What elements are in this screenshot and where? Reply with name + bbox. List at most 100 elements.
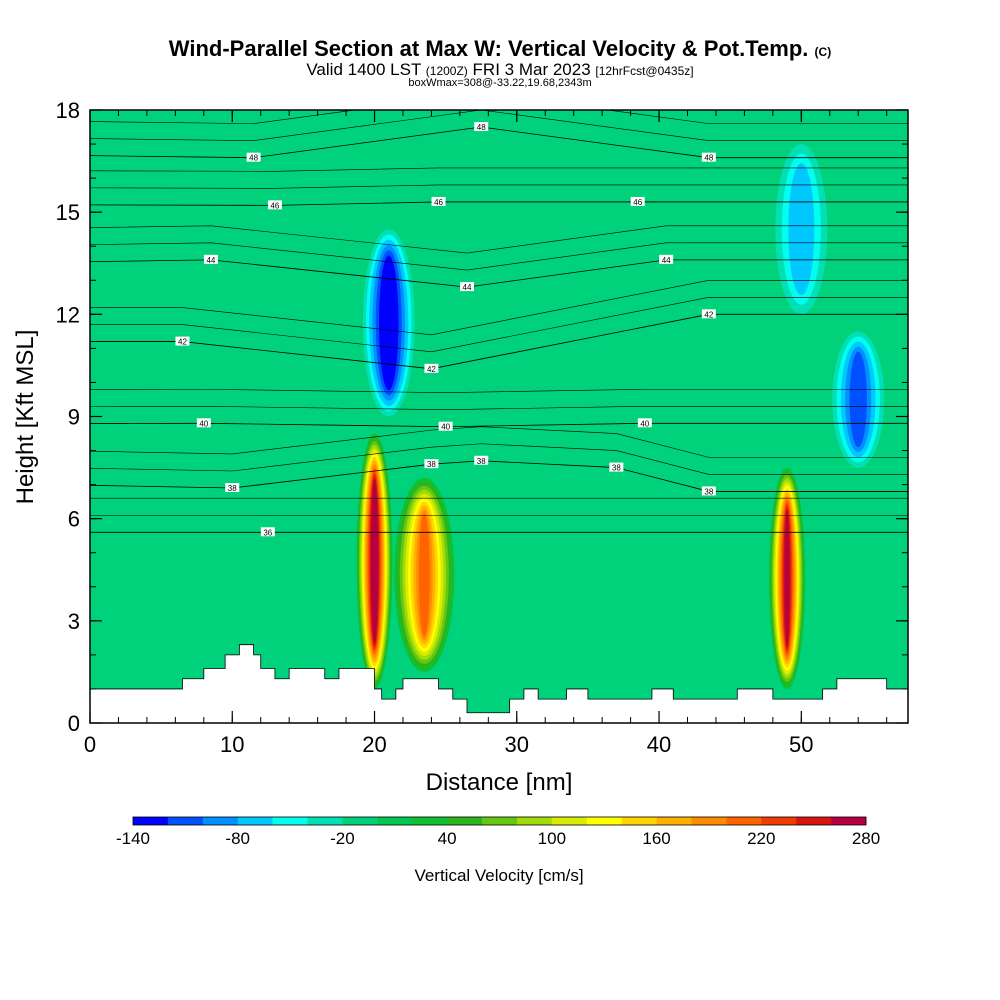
theta-contour-line (90, 225, 908, 254)
theta-contour-label-bg (260, 527, 275, 537)
y-tick-label: 15 (56, 200, 80, 225)
chart-title-text: Wind-Parallel Section at Max W: Vertical… (168, 36, 809, 61)
x-tick-label: 50 (789, 732, 813, 757)
colorbar-frame (132, 816, 867, 826)
theta-contour-label-bg (659, 254, 674, 264)
updraft-core (769, 467, 806, 689)
theta-contour-label-bg (701, 309, 716, 319)
theta-contour-label-bg (630, 196, 645, 206)
theta-contour-label-text: 44 (206, 256, 215, 265)
updraft-core (394, 477, 455, 672)
theta-contour-line (90, 388, 908, 393)
colorbar-swatch (133, 817, 169, 825)
colorbar-swatch (831, 817, 867, 825)
x-axis-label: Distance [nm] (426, 769, 573, 796)
theta-contour-label-bg (267, 200, 282, 210)
colorbar-tick-label: -140 (116, 829, 150, 848)
field-contour-band (849, 351, 867, 448)
theta-contour-label-bg (203, 254, 218, 264)
theta-contour-label-bg (424, 459, 439, 469)
theta-contour-label: 38 (424, 459, 439, 469)
theta-contour-label-bg (701, 152, 716, 162)
x-tick-label: 10 (220, 732, 244, 757)
theta-contour-label: 48 (474, 122, 489, 132)
theta-contour-label-bg (246, 152, 261, 162)
colorbar-swatch (237, 817, 273, 825)
colorbar-title: Vertical Velocity [cm/s] (414, 866, 583, 885)
colorbar-swatch (551, 817, 588, 825)
theta-contour-label-text: 40 (640, 419, 649, 428)
theta-contour-line (90, 167, 908, 172)
theta-contour-label: 40 (438, 421, 453, 432)
theta-contour-label-text: 36 (263, 528, 272, 537)
field-contour-band (418, 513, 430, 637)
theta-contour-label-text: 40 (441, 423, 450, 432)
x-tick-label: 20 (362, 732, 386, 757)
subtitle-date: FRI 3 Mar 2023 (472, 60, 591, 79)
y-tick-label: 9 (68, 405, 80, 430)
downdraft-core (832, 331, 885, 468)
plot-area: 36 38 38 38 38 38 40 40 40 42 42 42 44 44 44 46 46 46 48 48… (90, 110, 908, 723)
colorbar-tick-label: 220 (747, 829, 775, 848)
theta-contour-label: 48 (701, 152, 716, 163)
theta-contour-line (90, 279, 908, 336)
theta-contour-label-bg (474, 455, 489, 465)
theta-contour-label: 42 (424, 363, 439, 374)
theta-contour-label: 40 (196, 418, 211, 428)
y-tick-label: 3 (68, 609, 80, 634)
theta-contour-label: 36 (260, 527, 275, 537)
theta-contour-line (90, 184, 908, 189)
colorbar-swatch (516, 817, 553, 825)
field-contour-band (788, 163, 815, 296)
theta-contour-label-text: 46 (270, 201, 279, 210)
colorbar-swatch (377, 817, 413, 825)
chart-title: Wind-Parallel Section at Max W: Vertical… (0, 36, 1000, 62)
theta-contour-label-text: 46 (434, 198, 443, 207)
theta-contour-label-bg (701, 486, 716, 496)
y-tick-label: 12 (56, 302, 80, 327)
colorbar-swatch (272, 817, 308, 825)
theta-contour-line (90, 110, 908, 141)
theta-contour-label-text: 44 (662, 256, 671, 265)
colorbar-tick-label: 100 (538, 829, 566, 848)
theta-contour-label-bg (225, 483, 240, 493)
theta-contour-label-bg (438, 421, 453, 431)
colorbar-swatch (412, 817, 448, 825)
field-contour-band (784, 510, 790, 647)
subtitle-forecast: [12hrFcst@0435z] (595, 64, 694, 78)
theta-contour-label: 42 (175, 336, 190, 347)
theta-contour-label: 42 (701, 309, 716, 319)
theta-contour-label-text: 46 (633, 198, 642, 207)
subtitle-valid: Valid 1400 LST (306, 60, 422, 79)
colorbar-tick-label: 280 (852, 829, 880, 848)
downdraft-core (362, 229, 415, 417)
colorbar-swatch (656, 817, 692, 825)
theta-contour-label-bg (196, 418, 211, 428)
theta-contour-label-text: 38 (228, 484, 237, 493)
theta-contour-label: 40 (637, 418, 652, 428)
chart-title-tag: (C) (814, 45, 832, 59)
theta-contour-label-text: 42 (427, 365, 436, 374)
theta-contour-line (90, 242, 908, 271)
theta-contour-label-text: 42 (178, 338, 187, 347)
theta-contour-label: 44 (203, 254, 218, 265)
theta-contour-label-text: 48 (477, 123, 486, 132)
theta-contour-line (90, 426, 908, 458)
theta-contour-label-text: 38 (704, 487, 713, 496)
field-contour-band (372, 483, 377, 640)
x-tick-label: 40 (647, 732, 671, 757)
updraft-core (356, 433, 393, 689)
theta-contour-label: 38 (701, 486, 716, 496)
y-axis-label: Height [Kft MSL] (12, 330, 39, 505)
theta-contour-label-bg (637, 418, 652, 428)
theta-contour-label-bg (459, 282, 474, 292)
colorbar-swatch (691, 817, 727, 825)
terrain (90, 644, 908, 723)
colorbar-tick-label: 160 (642, 829, 670, 848)
colorbar-swatch (621, 817, 657, 825)
y-tick-label: 18 (56, 98, 80, 123)
colorbar-swatch (586, 817, 622, 825)
colorbar-tick-label: -80 (225, 829, 250, 848)
colorbar-swatch (202, 817, 239, 825)
